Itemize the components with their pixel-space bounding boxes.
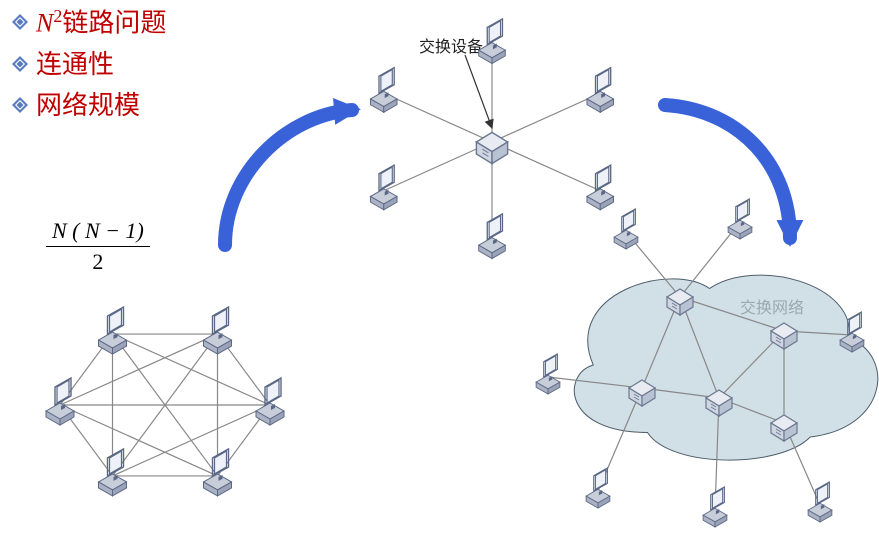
computer-icon — [808, 482, 832, 522]
network-cloud-icon — [574, 275, 877, 460]
computer-icon — [614, 209, 638, 249]
computer-icon — [370, 165, 397, 210]
computer-icon — [586, 468, 610, 508]
computer-icon — [204, 449, 232, 496]
arrow-curve-icon — [225, 110, 352, 245]
computer-icon — [256, 378, 284, 425]
computer-icon — [587, 165, 614, 210]
computer-icon — [479, 19, 506, 64]
arrow-curve-icon — [665, 105, 790, 238]
computer-icon — [46, 378, 74, 425]
mesh-network-diagram — [46, 307, 284, 496]
diagram-canvas — [0, 0, 879, 542]
arrow-head-icon — [777, 220, 804, 247]
computer-icon — [99, 449, 127, 496]
computer-icon — [587, 68, 614, 113]
pointer-line — [465, 55, 492, 128]
star-network-diagram — [370, 19, 613, 259]
computer-icon — [99, 307, 127, 354]
pointer-arrow-icon — [465, 55, 492, 128]
computer-icon — [536, 354, 560, 394]
switched-network-diagram — [536, 199, 878, 527]
arrow-head-icon — [333, 98, 361, 125]
computer-icon — [479, 214, 506, 259]
computer-icon — [728, 199, 752, 239]
computer-icon — [370, 68, 397, 113]
computer-icon — [703, 487, 727, 527]
computer-icon — [204, 307, 232, 354]
transition-arrows — [225, 98, 803, 247]
